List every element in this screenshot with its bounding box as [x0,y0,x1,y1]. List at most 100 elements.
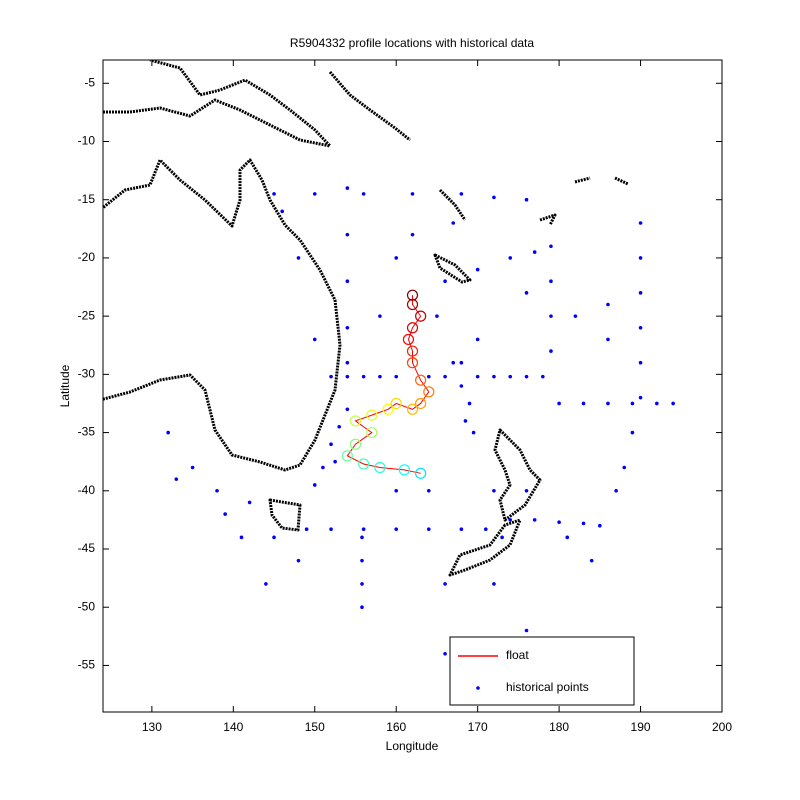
historical-point [443,582,447,586]
historical-point [565,535,570,540]
historical-point [459,527,464,532]
float-profile [415,310,427,322]
chart-title: R5904332 profile locations with historic… [290,36,534,50]
historical-point [459,192,464,196]
legend-box [449,636,635,706]
float-profile [341,450,353,462]
historical-point [345,279,350,284]
historical-point [239,535,244,540]
historical-point [630,430,635,435]
y-tick-label: -30 [78,367,96,381]
historical-point [312,337,317,342]
y-tick-label: -20 [78,250,96,264]
historical-point [492,195,496,200]
float-profile [382,403,394,415]
historical-point [329,527,333,532]
coastline-australia [103,158,342,472]
historical-point [312,483,317,487]
historical-point [475,267,480,272]
float-profile [406,357,419,369]
historical-point [443,651,447,656]
historical-point [622,465,627,470]
plot-frame [102,59,723,713]
y-tick-label: -35 [78,425,96,439]
y-tick-label: -15 [78,192,96,206]
historical-point [451,221,456,225]
coastline-new-caledonia [433,253,472,284]
historical-point [573,314,578,318]
x-tick-label: 150 [305,720,325,734]
float-profile [366,426,378,439]
historical-point [443,374,447,379]
historical-point [345,360,350,365]
historical-point [304,527,309,532]
historical-point [360,558,364,563]
historical-point [443,279,447,284]
historical-point [606,401,610,406]
x-tick-label: 170 [468,720,488,734]
historical-point [557,520,561,525]
historical-point [508,518,513,522]
y-tick-label: -10 [78,134,96,148]
historical-point [500,535,504,540]
float-track [346,295,430,474]
historical-point [606,302,610,307]
y-tick-label: -40 [78,483,96,497]
legend-label: float [506,648,529,662]
coastline-new-guinea [103,60,332,148]
historical-point [524,374,529,379]
float-profile [398,464,410,476]
historical-point [345,374,350,379]
historical-point [463,419,468,423]
historical-point [345,186,350,190]
float-profile [415,467,427,479]
historical-point [426,527,431,532]
float-profile [406,289,419,301]
historical-point [630,401,635,406]
x-axis-label: Longitude [386,739,439,753]
historical-point [581,401,586,406]
historical-point [671,401,675,406]
historical-point [557,401,561,406]
historical-point [467,401,472,406]
float-profile [349,438,362,450]
historical-point [410,232,415,237]
historical-point [272,535,276,540]
float-profile [366,409,378,421]
historical-point [638,256,643,260]
legend-label: historical points [506,680,589,694]
historical-point [345,325,350,330]
historical-point [378,374,382,379]
historical-point [471,430,476,435]
historical-point [598,523,602,528]
historical-point [541,374,545,379]
historical-point [329,442,333,447]
float-profile [406,345,419,357]
historical-point [606,337,610,342]
x-tick-label: 140 [223,720,243,734]
float-profile [374,461,386,474]
x-tick-label: 130 [142,720,162,734]
historical-point [378,314,382,318]
data-layer [166,186,675,656]
historical-point [638,221,643,225]
float-profile [406,322,419,334]
historical-point [638,325,643,330]
float-profile [406,298,419,311]
y-tick-label: -55 [78,658,96,672]
historical-point [272,192,276,196]
historical-point [426,488,431,493]
historical-point [589,558,594,563]
historical-point [215,488,219,493]
float-profile [390,397,402,410]
historical-point [459,360,464,365]
historical-point [435,314,439,318]
y-tick-label: -45 [78,541,96,555]
historical-point [451,360,456,365]
float-profile [349,415,362,427]
float-profile [415,374,427,386]
historical-point [459,384,464,388]
historical-point [475,337,480,342]
y-tick-label: -50 [78,599,96,613]
